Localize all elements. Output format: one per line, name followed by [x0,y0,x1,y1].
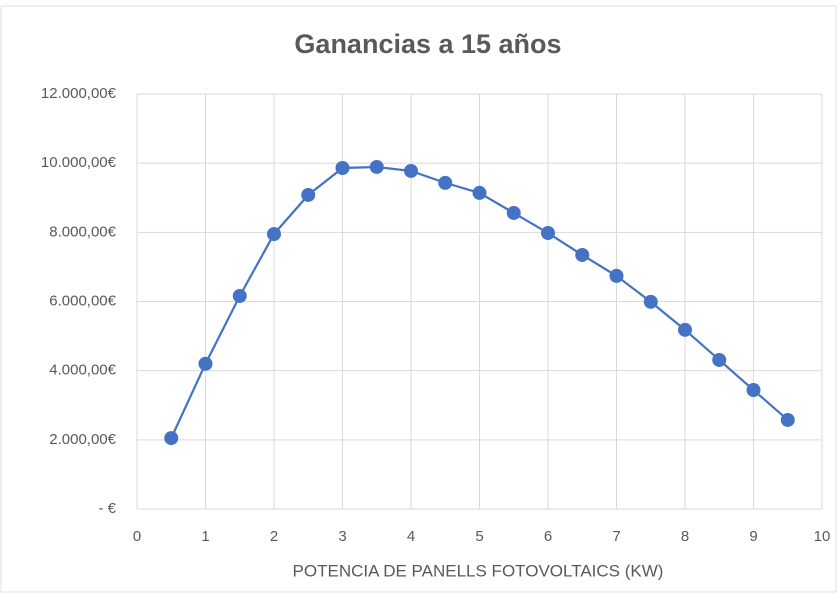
data-point [198,356,213,371]
x-tick-label: 10 [814,528,831,545]
y-tick-label: 8.000,00€ [49,223,116,240]
data-point [609,268,624,283]
data-point [506,205,521,220]
data-point [643,294,658,309]
x-tick-label: 1 [201,528,209,545]
y-tick-label: 6.000,00€ [49,292,116,309]
x-axis-label: POTENCIA DE PANELLS FOTOVOLTAICS (KW) [293,561,664,580]
y-tick-label: 10.000,00€ [41,154,117,171]
data-point [232,288,247,303]
data-point [575,247,590,262]
x-tick-label: 7 [612,528,620,545]
chart-title: Ganancias a 15 años [294,29,561,59]
data-point [164,431,179,446]
data-point [369,159,384,174]
x-tick-label: 5 [475,528,483,545]
x-tick-label: 0 [133,528,141,545]
data-point [267,227,281,242]
data-point [301,187,316,202]
data-point [712,352,727,367]
data-point [438,175,453,190]
x-tick-label: 8 [681,528,689,545]
x-tick-label: 6 [544,528,552,545]
x-tick-label: 3 [338,528,346,545]
y-tick-label: - € [98,500,116,517]
y-tick-label: 4.000,00€ [49,362,116,379]
data-point [472,185,487,200]
chart-frame [0,5,837,593]
data-point [404,163,418,178]
x-tick-label: 9 [749,528,757,545]
data-point [541,226,555,241]
data-point [780,412,795,427]
data-point [335,161,350,176]
x-tick-label: 4 [407,528,415,545]
x-tick-label: 2 [270,528,278,545]
data-point [678,322,692,337]
data-point [746,383,761,398]
y-tick-label: 2.000,00€ [49,431,116,448]
y-tick-label: 12.000,00€ [41,85,117,102]
